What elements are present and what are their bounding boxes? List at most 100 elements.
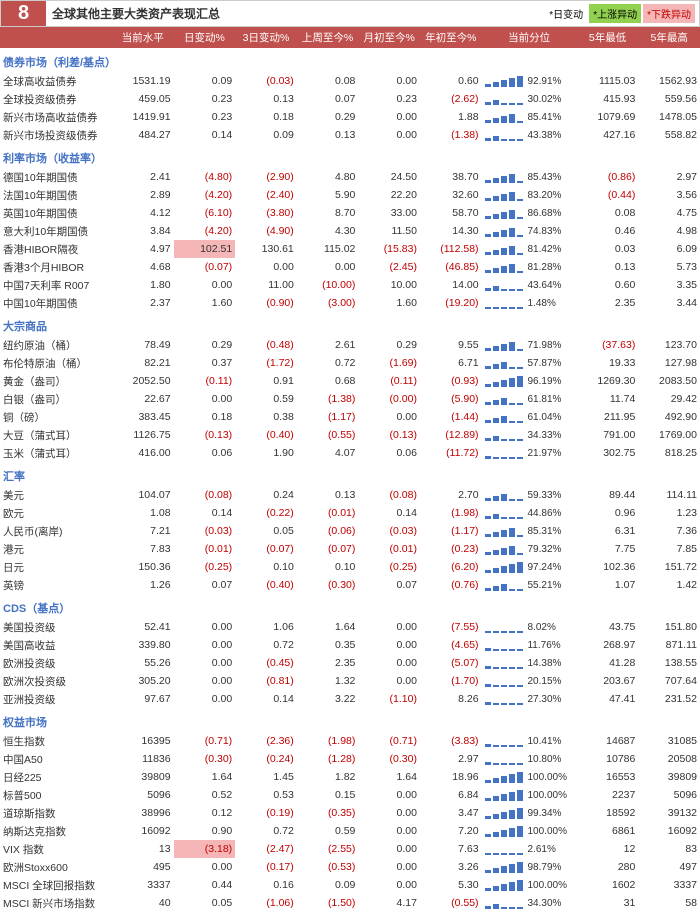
value-cell: 0.12	[174, 804, 236, 822]
value-cell: (0.30)	[297, 576, 359, 594]
value-cell: 8.70	[297, 204, 359, 222]
value-cell: 0.13	[297, 126, 359, 144]
value-cell: 0.14	[174, 126, 236, 144]
percentile-cell: 92.91%	[482, 72, 577, 90]
value-cell: (2.47)	[235, 840, 297, 858]
high-cell: 123.70	[638, 336, 700, 354]
value-cell: 0.23	[174, 108, 236, 126]
value-cell: 0.00	[174, 636, 236, 654]
percentile-cell: 61.81%	[482, 390, 577, 408]
value-cell: (4.80)	[174, 168, 236, 186]
value-cell: 5.30	[420, 876, 482, 894]
value-cell: (6.10)	[174, 204, 236, 222]
value-cell: 1.80	[112, 276, 174, 294]
low-cell: 0.96	[577, 504, 639, 522]
value-cell: 305.20	[112, 672, 174, 690]
page-title: 全球其他主要大类资产表现汇总	[46, 1, 541, 26]
value-cell: (1.06)	[235, 894, 297, 912]
value-cell: (0.22)	[235, 504, 297, 522]
value-cell: (0.30)	[358, 750, 420, 768]
col-header: 年初至今%	[420, 27, 482, 48]
percentile-cell: 57.87%	[482, 354, 577, 372]
value-cell: 11.50	[358, 222, 420, 240]
value-cell: 115.02	[297, 240, 359, 258]
value-cell: (0.90)	[235, 294, 297, 312]
value-cell: (0.11)	[174, 372, 236, 390]
table-row: 德国10年期国债2.41(4.80)(2.90)4.8024.5038.70 8…	[0, 168, 700, 186]
table-row: 玉米（蒲式耳）416.000.061.904.070.06(11.72) 21.…	[0, 444, 700, 462]
low-cell: 427.16	[577, 126, 639, 144]
value-cell: 0.00	[358, 408, 420, 426]
value-cell: 3337	[112, 876, 174, 894]
percentile-cell: 98.79%	[482, 858, 577, 876]
asset-name: 德国10年期国债	[0, 168, 112, 186]
percentile-cell: 85.31%	[482, 522, 577, 540]
col-header: 月初至今%	[358, 27, 420, 48]
value-cell: 0.29	[358, 336, 420, 354]
value-cell: 0.23	[358, 90, 420, 108]
percentile-cell: 71.98%	[482, 336, 577, 354]
table-row: 英镑1.260.07(0.40)(0.30)0.07(0.76) 55.21%1…	[0, 576, 700, 594]
value-cell: 0.23	[174, 90, 236, 108]
value-cell: 39809	[112, 768, 174, 786]
high-cell: 151.80	[638, 618, 700, 636]
high-cell: 558.82	[638, 126, 700, 144]
value-cell: 78.49	[112, 336, 174, 354]
value-cell: 2.37	[112, 294, 174, 312]
value-cell: (1.98)	[420, 504, 482, 522]
value-cell: 339.80	[112, 636, 174, 654]
value-cell: 0.91	[235, 372, 297, 390]
asset-name: 中国7天利率 R007	[0, 276, 112, 294]
high-cell: 7.36	[638, 522, 700, 540]
high-cell: 3337	[638, 876, 700, 894]
low-cell: 1115.03	[577, 72, 639, 90]
value-cell: (0.07)	[235, 540, 297, 558]
asset-name: 美国高收益	[0, 636, 112, 654]
value-cell: 495	[112, 858, 174, 876]
value-cell: 38.70	[420, 168, 482, 186]
value-cell: 0.13	[235, 90, 297, 108]
value-cell: 1.26	[112, 576, 174, 594]
table-row: 纳斯达克指数160920.900.720.590.007.20 100.00%6…	[0, 822, 700, 840]
value-cell: 0.72	[297, 354, 359, 372]
asset-name: 日经225	[0, 768, 112, 786]
value-cell: (1.50)	[297, 894, 359, 912]
percentile-cell: 86.68%	[482, 204, 577, 222]
value-cell: 130.61	[235, 240, 297, 258]
col-header: 3日变动%	[235, 27, 297, 48]
low-cell: 0.13	[577, 258, 639, 276]
table-row: 中国10年期国债2.371.60(0.90)(3.00)1.60(19.20) …	[0, 294, 700, 312]
value-cell: (1.38)	[420, 126, 482, 144]
value-cell: 150.36	[112, 558, 174, 576]
value-cell: 6.84	[420, 786, 482, 804]
value-cell: 52.41	[112, 618, 174, 636]
value-cell: 0.05	[235, 522, 297, 540]
value-cell: 0.00	[174, 858, 236, 876]
value-cell: 1419.91	[112, 108, 174, 126]
value-cell: 383.45	[112, 408, 174, 426]
value-cell: 4.12	[112, 204, 174, 222]
percentile-cell: 79.32%	[482, 540, 577, 558]
value-cell: (0.93)	[420, 372, 482, 390]
value-cell: 0.53	[235, 786, 297, 804]
value-cell: (10.00)	[297, 276, 359, 294]
percentile-cell: 43.38%	[482, 126, 577, 144]
value-cell: (3.00)	[297, 294, 359, 312]
low-cell: 43.75	[577, 618, 639, 636]
low-cell: 1269.30	[577, 372, 639, 390]
col-header: 5年最低	[577, 27, 639, 48]
value-cell: 0.16	[235, 876, 297, 894]
percentile-cell: 100.00%	[482, 822, 577, 840]
value-cell: 0.09	[235, 126, 297, 144]
value-cell: (0.07)	[174, 258, 236, 276]
value-cell: 7.63	[420, 840, 482, 858]
value-cell: (1.98)	[297, 732, 359, 750]
value-cell: 38996	[112, 804, 174, 822]
value-cell: 82.21	[112, 354, 174, 372]
value-cell: (11.72)	[420, 444, 482, 462]
high-cell: 29.42	[638, 390, 700, 408]
low-cell: 211.95	[577, 408, 639, 426]
high-cell: 151.72	[638, 558, 700, 576]
percentile-cell: 100.00%	[482, 786, 577, 804]
section-header: 权益市场	[0, 708, 700, 732]
